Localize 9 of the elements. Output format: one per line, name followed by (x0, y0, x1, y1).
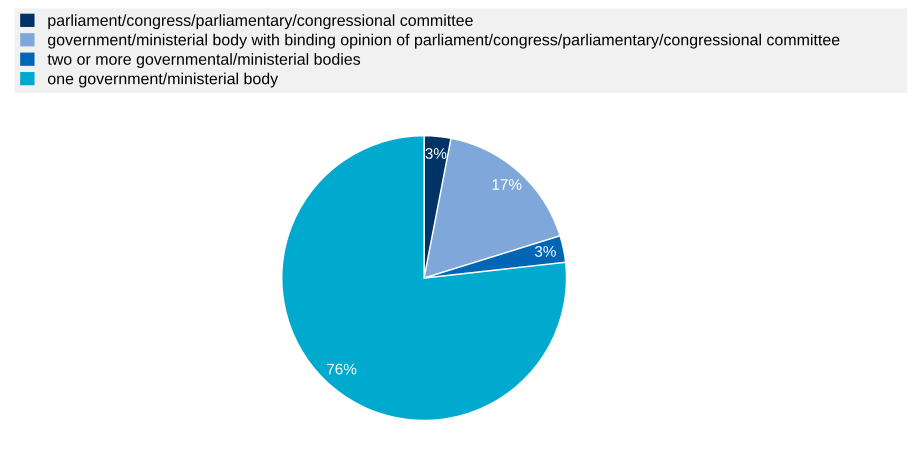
data-label: 17% (492, 179, 522, 190)
legend-label: two or more governmental/ministerial bodies (48, 53, 360, 68)
pie-slice (281, 135, 568, 422)
data-label: 3% (425, 148, 446, 159)
legend-label: government/ministerial body with binding opinion of parliament/congress/parliamentary/congressional committee (48, 34, 840, 49)
legend-label: one government/ministerial body (48, 72, 278, 88)
data-label: 3% (534, 246, 556, 257)
legend-label: parliament/congress/parliamentary/congressional committee (48, 14, 473, 30)
data-label: 76% (327, 364, 356, 374)
